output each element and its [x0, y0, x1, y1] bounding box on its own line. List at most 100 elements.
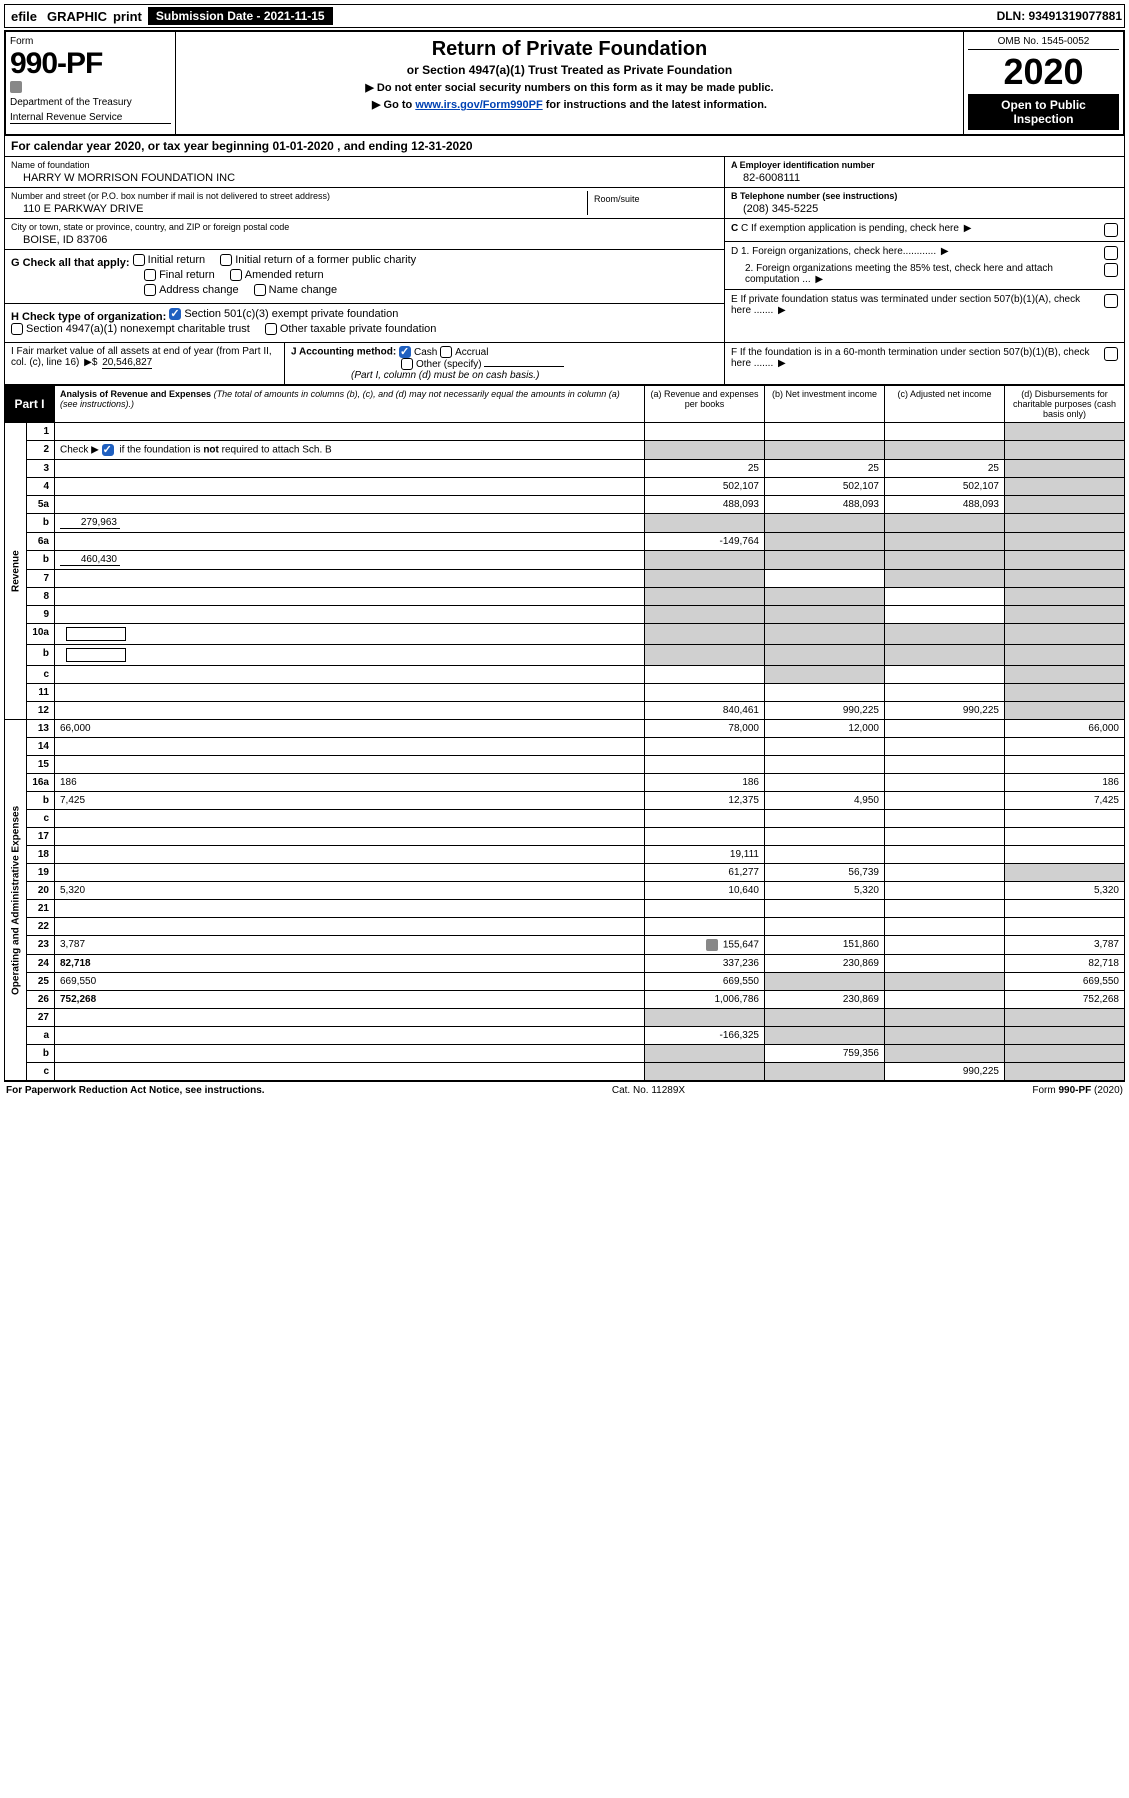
cell-d — [1005, 684, 1125, 702]
row-description — [55, 918, 645, 936]
table-row: Operating and Administrative Expenses136… — [5, 720, 1125, 738]
j-other[interactable]: Other (specify) — [401, 359, 482, 370]
row-number: 8 — [27, 588, 55, 606]
row-number: 7 — [27, 570, 55, 588]
g-initial[interactable]: Initial return — [133, 254, 205, 266]
table-row: 6a-149,764 — [5, 533, 1125, 551]
cell-c — [885, 1009, 1005, 1027]
cell-d — [1005, 551, 1125, 570]
row-description — [55, 533, 645, 551]
g-name[interactable]: Name change — [254, 284, 338, 296]
cell-b — [765, 551, 885, 570]
table-row: b 279,963 — [5, 514, 1125, 533]
cell-a: 10,640 — [645, 882, 765, 900]
cell-a — [645, 570, 765, 588]
row-description: Check ▶ if the foundation is not require… — [55, 441, 645, 460]
instr-pre: ▶ Go to — [372, 99, 415, 111]
row-description: 5,320 — [55, 882, 645, 900]
cell-b — [765, 441, 885, 460]
cell-d — [1005, 828, 1125, 846]
cell-b: 488,093 — [765, 496, 885, 514]
city-cell: City or town, state or province, country… — [5, 219, 724, 250]
cell-d — [1005, 606, 1125, 624]
cell-c — [885, 900, 1005, 918]
j-accrual[interactable]: Accrual — [440, 347, 488, 358]
cell-b — [765, 666, 885, 684]
city-label: City or town, state or province, country… — [11, 222, 718, 232]
cell-b — [765, 1009, 885, 1027]
table-row: 15 — [5, 756, 1125, 774]
cell-b — [765, 624, 885, 645]
d1-checkbox[interactable] — [1104, 246, 1118, 260]
f-checkbox[interactable] — [1104, 347, 1118, 361]
cell-c — [885, 645, 1005, 666]
d2-checkbox[interactable] — [1104, 263, 1118, 277]
g-amended[interactable]: Amended return — [230, 269, 324, 281]
h-other-taxable[interactable]: Other taxable private foundation — [265, 323, 437, 335]
cell-c — [885, 624, 1005, 645]
irs-link[interactable]: www.irs.gov/Form990PF — [415, 99, 542, 111]
footer-left: For Paperwork Reduction Act Notice, see … — [6, 1085, 265, 1096]
form-subtitle: or Section 4947(a)(1) Trust Treated as P… — [182, 63, 957, 77]
row-number: 18 — [27, 846, 55, 864]
row-number: b — [27, 792, 55, 810]
h-check-row: H Check type of organization: Section 50… — [5, 304, 724, 342]
table-row: 11 — [5, 684, 1125, 702]
table-row: b — [5, 645, 1125, 666]
g-initial-former[interactable]: Initial return of a former public charit… — [220, 254, 416, 266]
top-bar: efile GRAPHIC print Submission Date - 20… — [4, 4, 1125, 28]
cell-b: 990,225 — [765, 702, 885, 720]
cell-d: 3,787 — [1005, 936, 1125, 955]
cell-a: 840,461 — [645, 702, 765, 720]
ein-cell: A Employer identification number 82-6008… — [725, 157, 1124, 188]
name-label: Name of foundation — [11, 160, 718, 170]
cell-d — [1005, 810, 1125, 828]
efile-label: efile — [7, 9, 41, 24]
addr-cell: Number and street (or P.O. box number if… — [11, 191, 588, 215]
city-value: BOISE, ID 83706 — [11, 232, 718, 246]
e-checkbox[interactable] — [1104, 294, 1118, 308]
cell-c — [885, 533, 1005, 551]
row-description — [55, 645, 645, 666]
row-number: 12 — [27, 702, 55, 720]
cell-c: 990,225 — [885, 1063, 1005, 1081]
row-description — [55, 496, 645, 514]
j-cash[interactable]: Cash — [399, 347, 437, 358]
cell-d — [1005, 588, 1125, 606]
c-checkbox[interactable] — [1104, 223, 1118, 237]
cell-a: 186 — [645, 774, 765, 792]
cell-c — [885, 1027, 1005, 1045]
cell-a: 1,006,786 — [645, 991, 765, 1009]
table-row: 205,32010,6405,3205,320 — [5, 882, 1125, 900]
cell-a: -166,325 — [645, 1027, 765, 1045]
graphic-label: GRAPHIC — [47, 9, 107, 24]
form-label: Form — [10, 36, 171, 47]
analysis-table: Part I Analysis of Revenue and Expenses … — [4, 385, 1125, 1081]
lower-header: I Fair market value of all assets at end… — [4, 343, 1125, 385]
row-number: b — [27, 1045, 55, 1063]
row-number: 4 — [27, 478, 55, 496]
attachment-icon[interactable] — [10, 81, 22, 93]
h-4947[interactable]: Section 4947(a)(1) nonexempt charitable … — [11, 323, 250, 335]
table-row: 21 — [5, 900, 1125, 918]
cell-b — [765, 514, 885, 533]
cell-d — [1005, 756, 1125, 774]
h-501c3[interactable]: Section 501(c)(3) exempt private foundat… — [169, 308, 398, 320]
table-row: c990,225 — [5, 1063, 1125, 1081]
table-row: 27 — [5, 1009, 1125, 1027]
g-final[interactable]: Final return — [144, 269, 215, 281]
c-exemption: C C If exemption application is pending,… — [725, 219, 1124, 242]
col-c-header: (c) Adjusted net income — [885, 386, 1005, 423]
row-number: 16a — [27, 774, 55, 792]
omb-number: OMB No. 1545-0052 — [968, 36, 1119, 50]
cell-b — [765, 828, 885, 846]
phone-cell: B Telephone number (see instructions) (2… — [725, 188, 1124, 219]
cell-b — [765, 918, 885, 936]
print-link[interactable]: print — [113, 9, 142, 24]
table-row: 14 — [5, 738, 1125, 756]
cell-a: 502,107 — [645, 478, 765, 496]
table-row: 8 — [5, 588, 1125, 606]
cell-b — [765, 606, 885, 624]
open-public: Open to Public Inspection — [968, 94, 1119, 130]
g-address[interactable]: Address change — [144, 284, 239, 296]
